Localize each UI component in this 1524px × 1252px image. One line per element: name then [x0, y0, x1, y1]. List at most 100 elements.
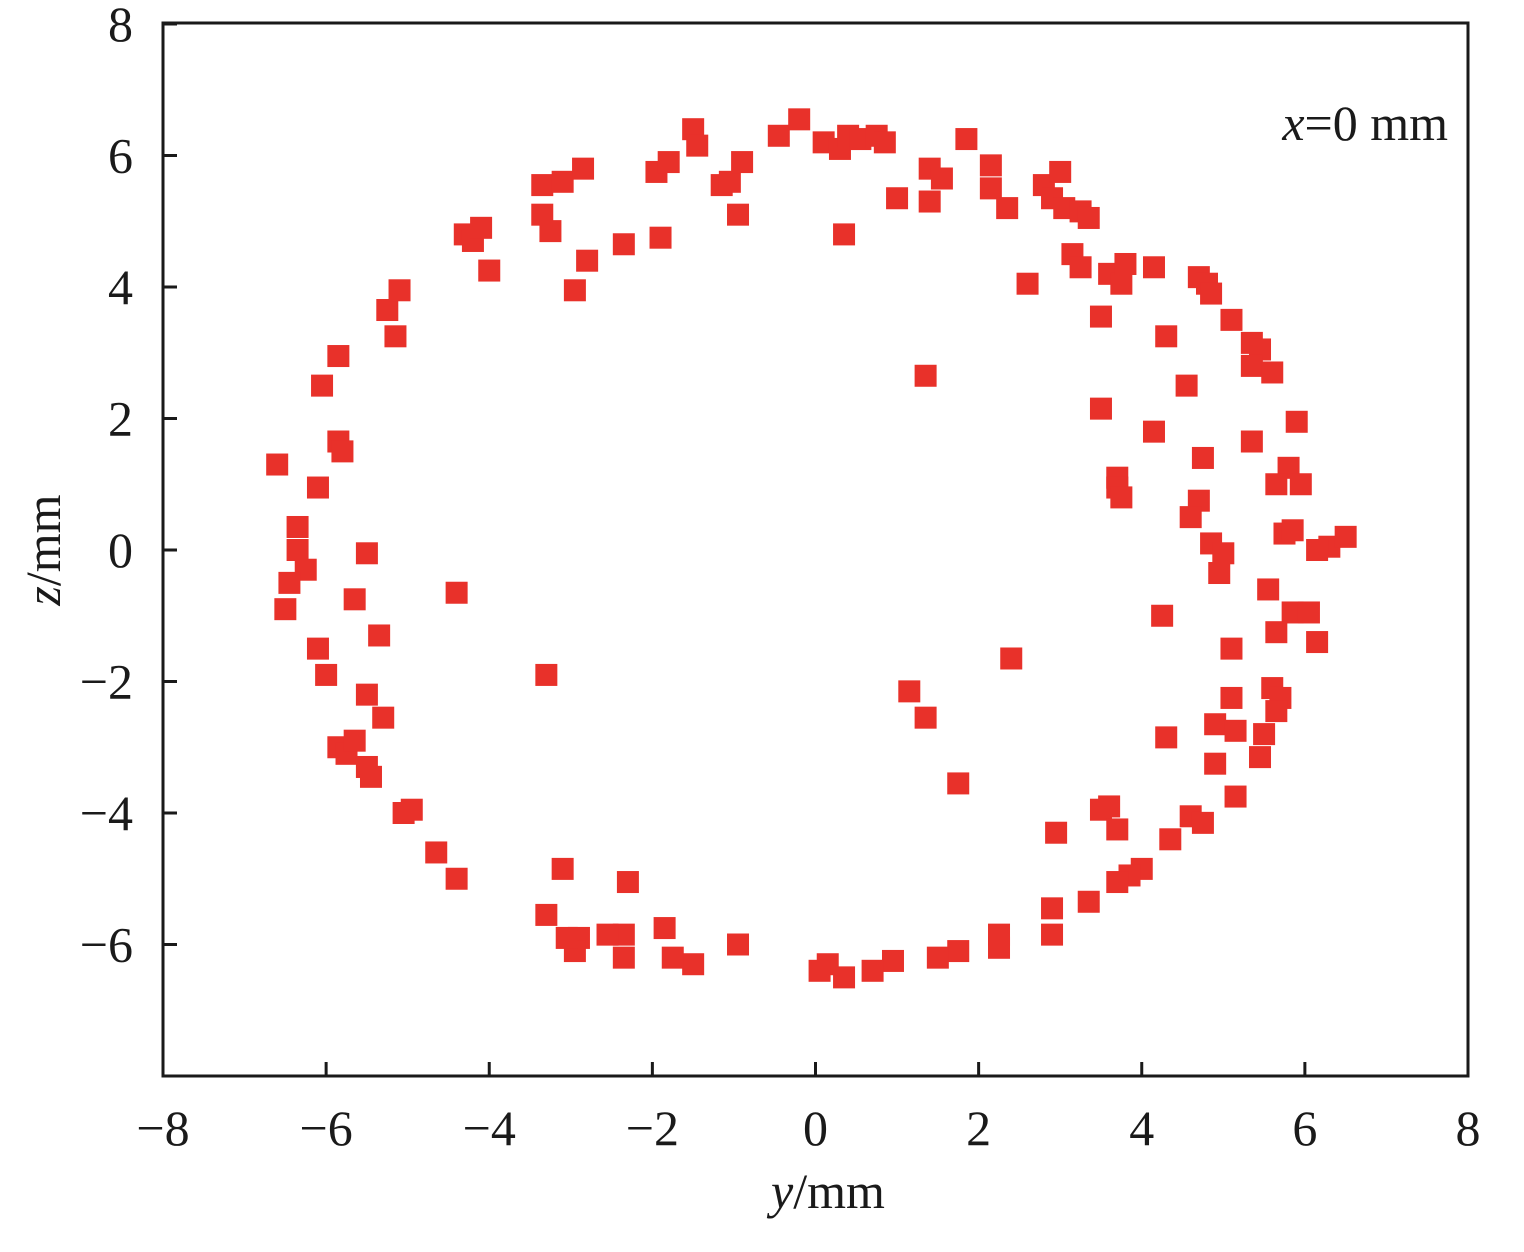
- data-point: [1204, 713, 1227, 736]
- data-point: [1191, 446, 1214, 469]
- data-point: [926, 946, 949, 969]
- data-point: [1142, 420, 1165, 443]
- data-point: [1200, 282, 1223, 305]
- annotation-rest: =0 mm: [1305, 95, 1449, 151]
- data-point: [808, 959, 831, 982]
- data-point: [470, 216, 493, 239]
- data-point: [616, 871, 639, 894]
- data-point: [539, 220, 562, 243]
- data-point: [1179, 506, 1202, 529]
- data-point: [1281, 519, 1304, 542]
- data-point: [661, 946, 684, 969]
- x-axis-label: y/mm: [766, 1163, 885, 1219]
- data-point: [898, 680, 921, 703]
- data-point: [331, 440, 354, 463]
- x-tick-labels: −8 −6 −4 −2 0 2 4 6 8: [136, 1100, 1480, 1156]
- data-point: [1000, 647, 1023, 670]
- data-point: [355, 683, 378, 706]
- x-tick-label: 0: [803, 1100, 828, 1156]
- x-position-annotation: x=0 mm: [1281, 95, 1448, 151]
- data-point: [1155, 726, 1178, 749]
- data-point: [1159, 828, 1182, 851]
- data-point: [1334, 525, 1357, 548]
- data-point: [1212, 542, 1235, 565]
- data-point: [833, 223, 856, 246]
- data-point: [947, 772, 970, 795]
- data-point: [612, 233, 635, 256]
- data-point: [1106, 818, 1129, 841]
- y-axis-label-var: z: [15, 586, 71, 606]
- data-point: [368, 624, 391, 647]
- y-tick-label: 0: [108, 522, 133, 578]
- data-point: [343, 588, 366, 611]
- x-axis-label-unit: /mm: [793, 1163, 885, 1219]
- data-point: [1220, 686, 1243, 709]
- data-point: [1114, 252, 1137, 275]
- data-point: [1204, 752, 1227, 775]
- y-tick-label: 6: [108, 128, 133, 184]
- data-point: [425, 841, 448, 864]
- data-point: [1220, 308, 1243, 331]
- y-tick-label: −4: [80, 785, 133, 841]
- data-point: [376, 299, 399, 322]
- data-point: [1155, 325, 1178, 348]
- data-point: [1257, 578, 1280, 601]
- data-point: [1069, 256, 1092, 279]
- data-point: [612, 946, 635, 969]
- data-point: [1297, 601, 1320, 624]
- data-point: [1175, 374, 1198, 397]
- data-point: [372, 706, 395, 729]
- data-point: [1049, 160, 1072, 183]
- data-point: [1265, 473, 1288, 496]
- data-point: [767, 124, 790, 147]
- data-point: [657, 151, 680, 174]
- data-point: [1077, 890, 1100, 913]
- data-point: [1016, 272, 1039, 295]
- x-tick-label: −4: [463, 1100, 516, 1156]
- data-point: [1208, 562, 1231, 585]
- x-tick-label: −8: [136, 1100, 189, 1156]
- x-axis-label-var: y: [766, 1163, 794, 1219]
- data-point: [1110, 486, 1133, 509]
- y-tick-label: −2: [80, 654, 133, 710]
- data-point: [445, 581, 468, 604]
- data-point: [731, 151, 754, 174]
- data-point: [535, 903, 558, 926]
- data-point: [988, 936, 1011, 959]
- data-point: [478, 259, 501, 282]
- data-point: [1261, 361, 1284, 384]
- data-point: [355, 542, 378, 565]
- data-point: [682, 953, 705, 976]
- data-point: [1224, 719, 1247, 742]
- data-point: [572, 157, 595, 180]
- data-point: [1285, 410, 1308, 433]
- data-point: [1289, 473, 1312, 496]
- annotation-var: x: [1281, 95, 1304, 151]
- data-point: [563, 279, 586, 302]
- data-point: [1224, 785, 1247, 808]
- data-point: [311, 374, 334, 397]
- data-point: [1110, 272, 1133, 295]
- data-point: [555, 926, 578, 949]
- y-tick-label: 8: [108, 0, 133, 52]
- data-point: [861, 959, 884, 982]
- data-point: [955, 128, 978, 151]
- data-point: [649, 226, 672, 249]
- data-point: [343, 729, 366, 752]
- x-tick-label: −2: [626, 1100, 679, 1156]
- y-axis-label: z/mm: [15, 494, 71, 606]
- data-point: [947, 940, 970, 963]
- data-point: [653, 917, 676, 940]
- data-point: [576, 249, 599, 272]
- data-points: [266, 108, 1357, 989]
- data-point: [1306, 539, 1329, 561]
- data-point: [286, 539, 309, 561]
- data-point: [1220, 637, 1243, 660]
- data-point: [596, 923, 619, 946]
- data-point: [914, 364, 937, 387]
- data-point: [1089, 305, 1112, 328]
- data-point: [1089, 798, 1112, 821]
- data-point: [1253, 723, 1276, 746]
- data-point: [278, 571, 301, 594]
